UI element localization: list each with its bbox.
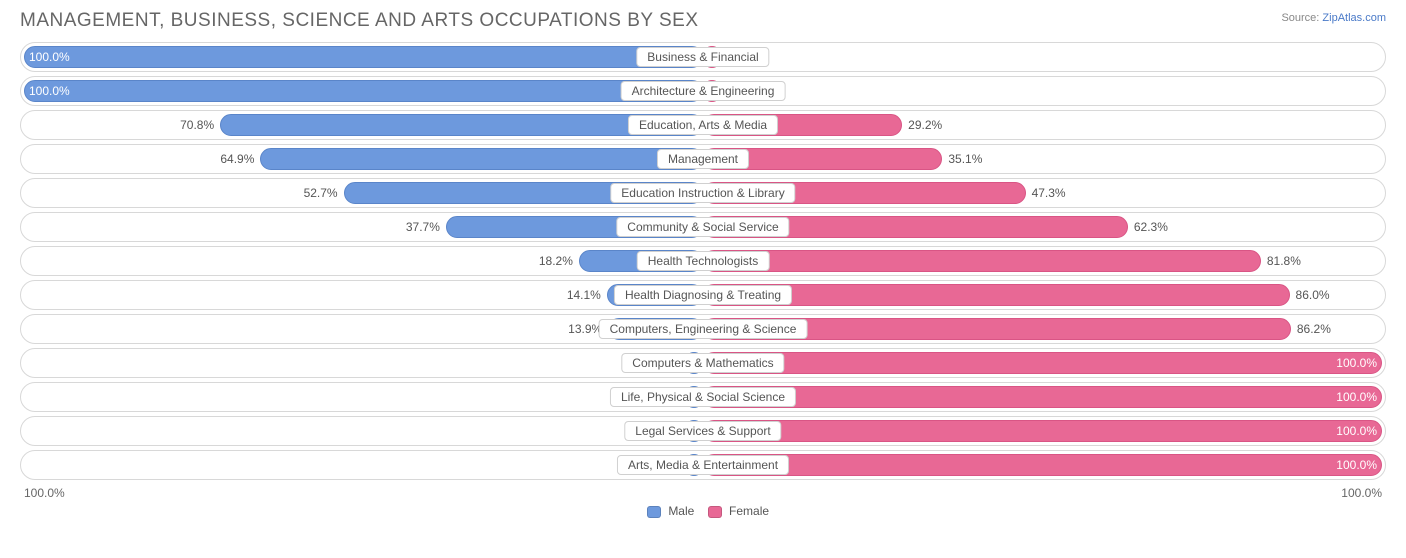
female-value: 35.1% [948, 152, 982, 166]
category-label: Computers, Engineering & Science [599, 319, 808, 339]
legend-male-label: Male [668, 504, 694, 518]
chart-row: 0.0%100.0%Life, Physical & Social Scienc… [20, 382, 1386, 412]
chart-row: 13.9% 86.2% Computers, Engineering & Scien… [20, 314, 1386, 344]
female-value: 47.3% [1032, 186, 1066, 200]
chart-title: MANAGEMENT, BUSINESS, SCIENCE AND ARTS O… [20, 10, 699, 32]
female-bar [703, 420, 1382, 442]
category-label: Education Instruction & Library [610, 183, 795, 203]
category-label: Architecture & Engineering [621, 81, 786, 101]
x-axis: 100.0% 100.0% [20, 486, 1386, 500]
female-value: 100.0% [1336, 390, 1377, 404]
category-label: Arts, Media & Entertainment [617, 455, 789, 475]
chart-row: 64.9% 35.1% Management [20, 144, 1386, 174]
female-value: 100.0% [1336, 458, 1377, 472]
female-value: 100.0% [1336, 424, 1377, 438]
male-value: 52.7% [304, 186, 338, 200]
male-value: 64.9% [220, 152, 254, 166]
female-value: 86.0% [1296, 288, 1330, 302]
female-value: 62.3% [1134, 220, 1168, 234]
chart-row: 100.0%0.0%Architecture & Engineering [20, 76, 1386, 106]
chart-row: 70.8% 29.2% Education, Arts & Media [20, 110, 1386, 140]
category-label: Life, Physical & Social Science [610, 387, 796, 407]
chart-header: MANAGEMENT, BUSINESS, SCIENCE AND ARTS O… [20, 10, 1386, 32]
legend: Male Female [20, 504, 1386, 518]
axis-right-label: 100.0% [1341, 486, 1382, 500]
diverging-bar-chart: 100.0%0.0%Business & Financial100.0%0.0%… [20, 42, 1386, 480]
female-bar [703, 386, 1382, 408]
chart-row: 0.0%100.0%Computers & Mathematics [20, 348, 1386, 378]
category-label: Education, Arts & Media [628, 115, 778, 135]
male-value: 100.0% [29, 84, 70, 98]
male-swatch [647, 506, 661, 518]
male-value: 13.9% [568, 322, 602, 336]
category-label: Community & Social Service [616, 217, 789, 237]
male-value: 14.1% [567, 288, 601, 302]
female-swatch [708, 506, 722, 518]
chart-row: 52.7% 47.3% Education Instruction & Librar… [20, 178, 1386, 208]
legend-female-label: Female [729, 504, 769, 518]
female-value: 86.2% [1297, 322, 1331, 336]
female-bar [703, 454, 1382, 476]
female-value: 81.8% [1267, 254, 1301, 268]
chart-row: 100.0%0.0%Business & Financial [20, 42, 1386, 72]
source-link[interactable]: ZipAtlas.com [1322, 12, 1386, 24]
chart-row: 14.1% 86.0% Health Diagnosing & Treating [20, 280, 1386, 310]
male-value: 37.7% [406, 220, 440, 234]
category-label: Business & Financial [636, 47, 769, 67]
category-label: Computers & Mathematics [621, 353, 784, 373]
category-label: Health Diagnosing & Treating [614, 285, 792, 305]
chart-row: 0.0%100.0%Arts, Media & Entertainment [20, 450, 1386, 480]
male-bar [24, 46, 703, 68]
chart-row: 18.2% 81.8% Health Technologists [20, 246, 1386, 276]
male-bar [24, 80, 703, 102]
female-bar [703, 250, 1261, 272]
male-value: 70.8% [180, 118, 214, 132]
male-value: 100.0% [29, 50, 70, 64]
female-value: 29.2% [908, 118, 942, 132]
axis-left-label: 100.0% [24, 486, 65, 500]
chart-row: 0.0%100.0%Legal Services & Support [20, 416, 1386, 446]
male-bar [260, 148, 703, 170]
category-label: Management [657, 149, 749, 169]
source-attribution: Source: ZipAtlas.com [1281, 10, 1386, 24]
chart-row: 37.7% 62.3% Community & Social Service [20, 212, 1386, 242]
male-value: 18.2% [539, 254, 573, 268]
source-label: Source: [1281, 12, 1319, 24]
female-value: 100.0% [1336, 356, 1377, 370]
category-label: Legal Services & Support [624, 421, 781, 441]
category-label: Health Technologists [637, 251, 770, 271]
female-bar [703, 352, 1382, 374]
